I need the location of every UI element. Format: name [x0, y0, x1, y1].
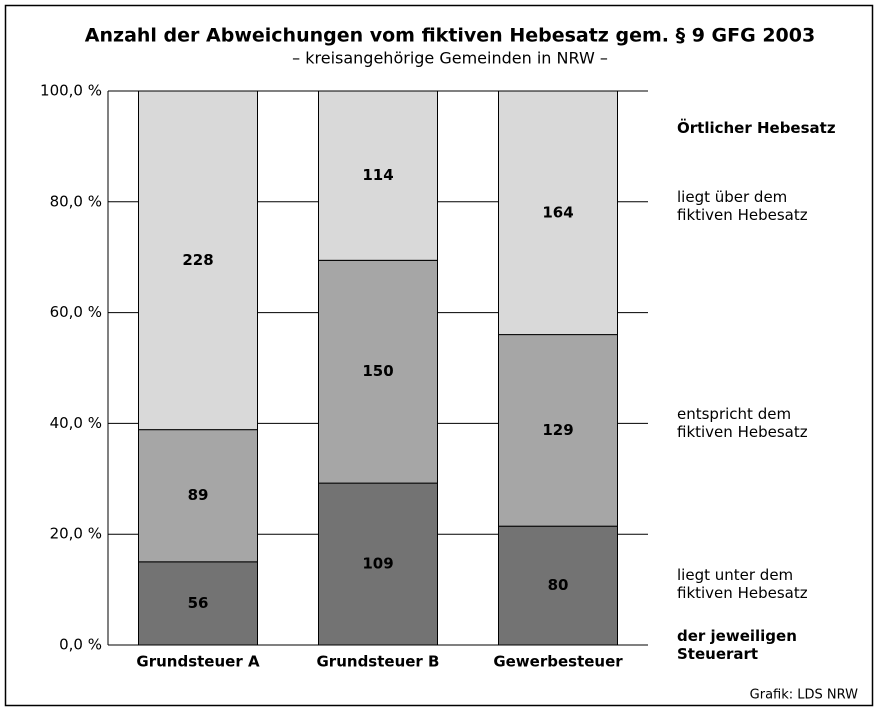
data-label: 114	[362, 166, 393, 184]
bar-segment	[498, 525, 618, 646]
data-label: 89	[188, 486, 209, 504]
y-tick-label: 80,0 %	[50, 192, 102, 210]
chart-subtitle: – kreisangehörige Gemeinden in NRW –	[292, 49, 608, 68]
bar-segment	[318, 259, 438, 484]
data-label: 109	[362, 555, 393, 573]
bar-segment	[318, 482, 438, 646]
legend-entry: liegt über dem fiktiven Hebesatz	[677, 188, 808, 224]
legend-entry: entspricht dem fiktiven Hebesatz	[677, 405, 808, 441]
y-tick-label: 100,0 %	[40, 82, 102, 100]
bar-segment	[498, 334, 618, 527]
legend-footer: der jeweiligen Steuerart	[677, 627, 797, 663]
bar-segment	[498, 90, 618, 336]
y-tick-label: 20,0 %	[50, 525, 102, 543]
data-label: 150	[362, 362, 393, 380]
data-label: 228	[182, 251, 213, 269]
source: Grafik: LDS NRW	[750, 688, 858, 703]
legend-entry: liegt unter dem fiktiven Hebesatz	[677, 566, 808, 602]
x-tick-label: Grundsteuer A	[136, 653, 260, 671]
legend-title: Örtlicher Hebesatz	[677, 119, 836, 137]
bar-segment	[138, 90, 258, 431]
bar-segment	[138, 429, 258, 563]
x-tick-label: Gewerbesteuer	[493, 653, 623, 671]
data-label: 56	[188, 594, 209, 612]
y-tick-label: 0,0 %	[59, 636, 102, 654]
data-label: 129	[542, 421, 573, 439]
bar-segment	[318, 90, 438, 261]
x-tick-label: Grundsteuer B	[317, 653, 440, 671]
chart-title: Anzahl der Abweichungen vom fiktiven Heb…	[85, 25, 815, 47]
data-label: 80	[548, 576, 569, 594]
data-label: 164	[542, 203, 573, 221]
bar-segment	[138, 561, 258, 646]
y-tick-label: 40,0 %	[50, 414, 102, 432]
y-tick-label: 60,0 %	[50, 303, 102, 321]
